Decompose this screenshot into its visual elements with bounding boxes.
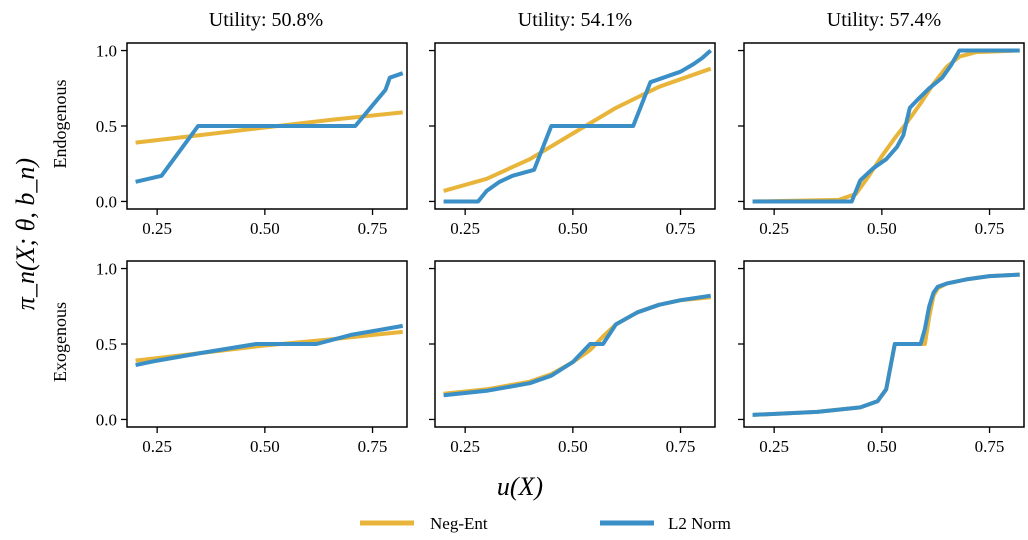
- y-tick-label: 0.5: [96, 117, 117, 136]
- axes-frame: [434, 260, 716, 428]
- x-tick-label: 0.75: [358, 437, 388, 456]
- x-tick-label: 0.75: [975, 437, 1005, 456]
- legend-label-neg-ent: Neg-Ent: [430, 514, 488, 533]
- legend-label-l2-norm: L2 Norm: [668, 514, 731, 533]
- series-line-l2-norm: [135, 323, 404, 368]
- legend: Neg-Ent L2 Norm: [360, 514, 731, 533]
- axes-frame: [743, 42, 1025, 210]
- series-line-neg-ent: [752, 272, 1020, 417]
- row-label-exogenous: Exogenous: [50, 302, 70, 382]
- y-tick-label: 0.0: [96, 410, 117, 429]
- panel-exogenous-2: 0.25 0.50 0.75: [429, 260, 716, 456]
- y-tick-label: 1.0: [96, 260, 117, 279]
- x-tick-label: 0.75: [666, 219, 696, 238]
- x-tick-label: 0.25: [759, 219, 789, 238]
- x-tick-label: 0.50: [558, 437, 588, 456]
- axes-frame: [743, 260, 1025, 428]
- x-tick-label: 0.25: [759, 437, 789, 456]
- row-label-endogenous: Endogenous: [50, 80, 70, 169]
- x-tick-label: 0.50: [250, 437, 280, 456]
- series-line-neg-ent: [443, 66, 712, 193]
- series-line-l2-norm: [135, 71, 404, 184]
- x-tick-label: 0.75: [975, 219, 1005, 238]
- x-tick-label: 0.25: [450, 437, 480, 456]
- x-tick-label: 0.75: [358, 219, 388, 238]
- x-tick-label: 0.50: [558, 219, 588, 238]
- panel-exogenous-3: 0.25 0.50 0.75: [738, 260, 1025, 456]
- col-title-1: Utility: 50.8%: [209, 9, 323, 31]
- panel-exogenous-1: 0.25 0.50 0.75 0.0 0.5 1.0: [96, 260, 408, 456]
- series-line-l2-norm: [443, 293, 711, 398]
- y-axis-label: π_n(X; θ, b_n): [11, 158, 40, 310]
- y-tick-label: 1.0: [96, 42, 117, 61]
- series-line-l2-norm: [752, 48, 1020, 204]
- series-line-neg-ent: [752, 48, 1020, 204]
- col-title-3: Utility: 57.4%: [827, 9, 941, 31]
- series-line-l2-norm: [443, 49, 713, 204]
- x-tick-label: 0.25: [142, 437, 172, 456]
- y-tick-label: 0.0: [96, 192, 117, 211]
- x-axis-label: u(X): [497, 472, 543, 501]
- series-line-neg-ent: [443, 295, 711, 396]
- col-title-2: Utility: 54.1%: [518, 9, 632, 31]
- x-tick-label: 0.50: [867, 437, 897, 456]
- panel-endogenous-3: 0.25 0.50 0.75: [738, 42, 1025, 238]
- x-tick-label: 0.50: [867, 219, 897, 238]
- x-tick-label: 0.25: [450, 219, 480, 238]
- series-line-l2-norm: [752, 272, 1020, 417]
- x-tick-label: 0.25: [142, 219, 172, 238]
- x-tick-label: 0.50: [250, 219, 280, 238]
- panel-grid: 0.25 0.50 0.75 0.0 0.5 1.0 0.25 0.50 0.75 0.25 0.5…: [96, 42, 1025, 456]
- panel-endogenous-2: 0.25 0.50 0.75: [429, 42, 716, 238]
- panel-endogenous-1: 0.25 0.50 0.75 0.0 0.5 1.0: [96, 42, 408, 238]
- x-tick-label: 0.75: [666, 437, 696, 456]
- y-tick-label: 0.5: [96, 335, 117, 354]
